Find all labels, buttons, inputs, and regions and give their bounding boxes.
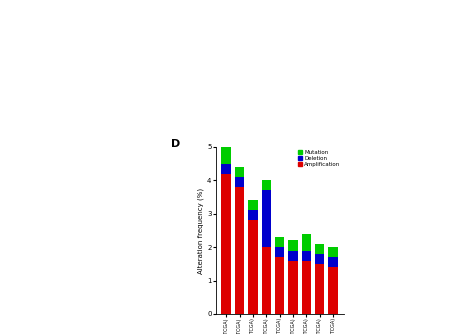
Bar <box>221 174 231 314</box>
Bar <box>288 250 298 261</box>
Bar <box>248 200 257 210</box>
Bar <box>328 257 338 267</box>
Bar <box>328 267 338 314</box>
Bar <box>315 244 325 254</box>
Bar <box>262 247 271 314</box>
Bar <box>302 261 311 314</box>
Bar <box>328 247 338 257</box>
Bar <box>275 237 284 247</box>
Bar <box>248 220 257 314</box>
Y-axis label: Alteration frequency (%): Alteration frequency (%) <box>198 187 204 274</box>
Bar <box>315 254 325 264</box>
Bar <box>275 247 284 257</box>
Bar <box>235 187 244 314</box>
Bar <box>315 264 325 314</box>
Bar <box>221 147 231 164</box>
Bar <box>302 234 311 250</box>
Bar <box>262 180 271 190</box>
Bar <box>248 210 257 220</box>
Bar <box>221 164 231 174</box>
Legend: Mutation, Deletion, Amplification: Mutation, Deletion, Amplification <box>297 150 341 168</box>
Bar <box>275 257 284 314</box>
Bar <box>302 250 311 261</box>
Bar <box>235 167 244 177</box>
Bar <box>262 190 271 247</box>
Text: D: D <box>171 139 180 149</box>
Bar <box>288 261 298 314</box>
Bar <box>235 177 244 187</box>
Bar <box>288 240 298 250</box>
